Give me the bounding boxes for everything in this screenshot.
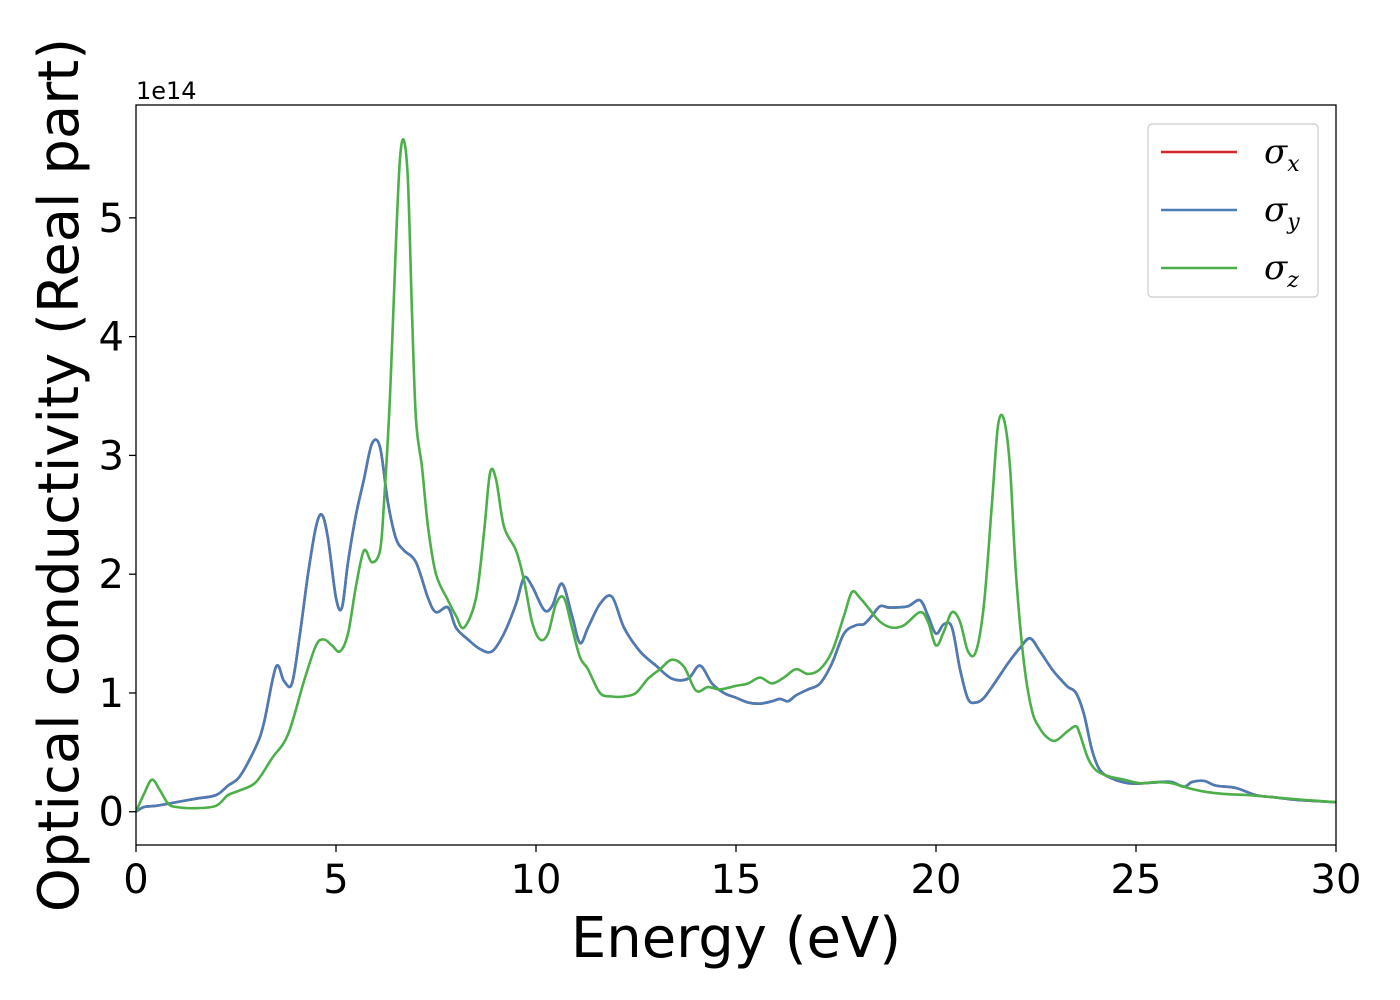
series-line-z <box>136 138 1336 814</box>
y-tick-label: 5 <box>99 196 124 242</box>
x-tick-label: 15 <box>711 857 762 903</box>
x-tick-label: 0 <box>123 857 148 903</box>
plot-area <box>135 104 1337 846</box>
x-tick-label: 25 <box>1111 857 1162 903</box>
x-axis-ticks: 0 5 10 15 20 25 30 <box>123 845 1361 903</box>
y-tick-label: 2 <box>99 552 124 598</box>
y-axis-title: Optical conductivity (Real part) <box>27 38 92 912</box>
y-axis-ticks: 0 1 2 3 4 5 <box>99 196 136 836</box>
x-axis-title: Energy (eV) <box>571 906 901 971</box>
x-tick-label: 20 <box>911 857 962 903</box>
x-tick-label: 30 <box>1311 857 1362 903</box>
y-tick-label: 3 <box>99 433 124 479</box>
x-tick-label: 10 <box>511 857 562 903</box>
y-offset-label: 1e14 <box>136 77 197 105</box>
y-tick-label: 0 <box>99 790 124 836</box>
x-tick-label: 5 <box>323 857 348 903</box>
y-tick-label: 4 <box>99 315 124 361</box>
y-tick-label: 1 <box>99 671 124 717</box>
series-layer <box>136 138 1336 814</box>
